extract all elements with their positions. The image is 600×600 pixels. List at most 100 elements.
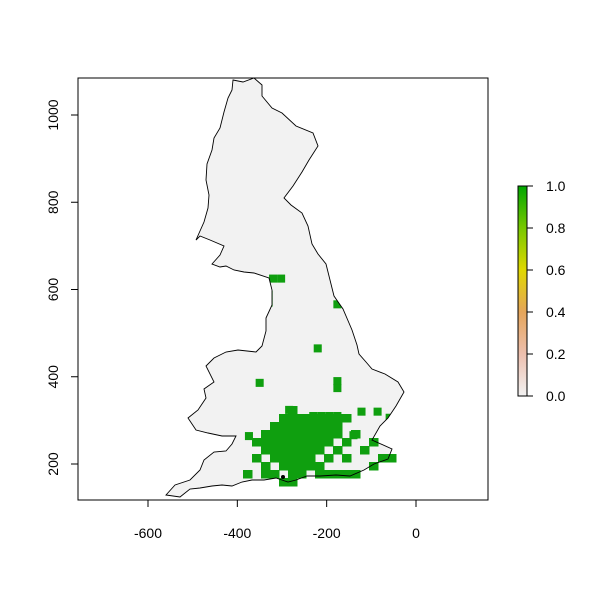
presence-cell — [261, 430, 271, 439]
x-tick-label: -400 — [223, 525, 251, 541]
presence-cell — [306, 422, 316, 431]
colorbar-tick-label: 0.8 — [546, 220, 566, 236]
presence-cell — [270, 430, 280, 439]
presence-cell — [333, 446, 343, 455]
presence-cell — [306, 438, 316, 447]
presence-cell — [270, 454, 280, 463]
colorbar-tick-label: 1.0 — [546, 178, 566, 194]
presence-cell — [342, 414, 352, 423]
x-tick-label: -600 — [134, 525, 162, 541]
presence-cell — [288, 462, 298, 471]
colorbar-tick-label: 0.2 — [546, 346, 566, 362]
presence-cell — [297, 430, 307, 439]
x-tick-label: -200 — [313, 525, 341, 541]
presence-cell — [324, 430, 334, 439]
presence-cell — [297, 454, 307, 463]
presence-cell — [297, 462, 307, 471]
presence-cell — [270, 470, 280, 479]
great-britain-landmass — [166, 78, 404, 497]
presence-cell — [288, 414, 298, 423]
presence-cell — [279, 454, 289, 463]
presence-cell — [315, 470, 325, 479]
presence-cell — [324, 470, 334, 479]
colorbar: 0.0 0.2 0.4 0.6 0.8 1.0 — [517, 178, 566, 404]
y-tick-label: 600 — [45, 278, 61, 302]
presence-cell — [279, 462, 289, 471]
presence-cell — [297, 470, 307, 479]
presence-cell — [369, 438, 379, 447]
island-marker — [281, 475, 285, 479]
presence-cell — [315, 462, 325, 471]
presence-cell — [261, 438, 271, 447]
presence-cell — [306, 446, 316, 455]
presence-cell — [378, 454, 388, 463]
colorbar-tick-label: 0.4 — [546, 304, 566, 320]
presence-cell — [306, 414, 316, 423]
presence-cell — [306, 462, 316, 471]
presence-cell — [261, 446, 271, 455]
y-axis: 200 400 600 800 1000 — [45, 99, 79, 476]
y-tick-label: 200 — [45, 452, 61, 476]
presence-cell — [324, 422, 334, 431]
presence-cell — [297, 414, 307, 423]
southern-presence-block — [243, 406, 397, 487]
presence-cell — [279, 414, 289, 423]
y-tick-label: 800 — [45, 190, 61, 214]
presence-cell — [297, 438, 307, 447]
presence-cell — [351, 470, 361, 479]
presence-cell — [306, 454, 316, 463]
colorbar-gradient — [517, 185, 528, 397]
presence-cell — [288, 438, 298, 447]
presence-cell — [252, 454, 262, 463]
y-tick-label: 1000 — [45, 99, 61, 130]
presence-cell — [288, 446, 298, 455]
presence-cell — [288, 470, 298, 479]
presence-cell — [333, 430, 343, 439]
presence-cell — [279, 430, 289, 439]
presence-cell — [264, 290, 273, 299]
presence-cell — [315, 438, 325, 447]
presence-cell — [288, 422, 298, 431]
colorbar-tick-label: 0.6 — [546, 262, 566, 278]
presence-cell — [279, 478, 289, 487]
colorbar-tick-label: 0.0 — [546, 388, 566, 404]
presence-cell — [324, 454, 334, 463]
presence-cell — [324, 414, 334, 423]
presence-cell — [333, 422, 343, 431]
coastline — [165, 77, 405, 498]
presence-cell — [270, 438, 280, 447]
presence-cell — [270, 446, 280, 455]
presence-cell — [351, 430, 361, 439]
presence-cell — [269, 274, 278, 283]
presence-cell — [288, 478, 298, 487]
presence-cell — [315, 430, 325, 439]
presence-cell — [270, 422, 280, 431]
presence-cell — [252, 438, 262, 447]
presence-cell — [279, 438, 289, 447]
presence-cell — [279, 422, 289, 431]
x-axis: -600 -400 -200 0 — [134, 499, 420, 541]
presence-cell — [297, 422, 307, 431]
presence-cell — [261, 462, 271, 471]
presence-cell — [288, 406, 298, 415]
presence-cell — [288, 454, 298, 463]
presence-cell — [315, 414, 325, 423]
y-tick-label: 400 — [45, 365, 61, 389]
presence-cell — [255, 378, 264, 387]
presence-cell — [315, 422, 325, 431]
presence-cell — [342, 438, 352, 447]
presence-cell — [333, 470, 343, 479]
presence-cell — [315, 446, 325, 455]
presence-cell — [313, 344, 322, 353]
presence-cell — [342, 454, 352, 463]
presence-cell — [360, 446, 370, 455]
presence-cell — [243, 470, 253, 479]
presence-cell — [333, 414, 343, 423]
presence-cell — [333, 384, 342, 393]
presence-cell — [277, 274, 286, 283]
presence-cell — [324, 438, 334, 447]
presence-cell — [279, 446, 289, 455]
presence-cell — [357, 407, 366, 416]
presence-cell — [342, 470, 352, 479]
